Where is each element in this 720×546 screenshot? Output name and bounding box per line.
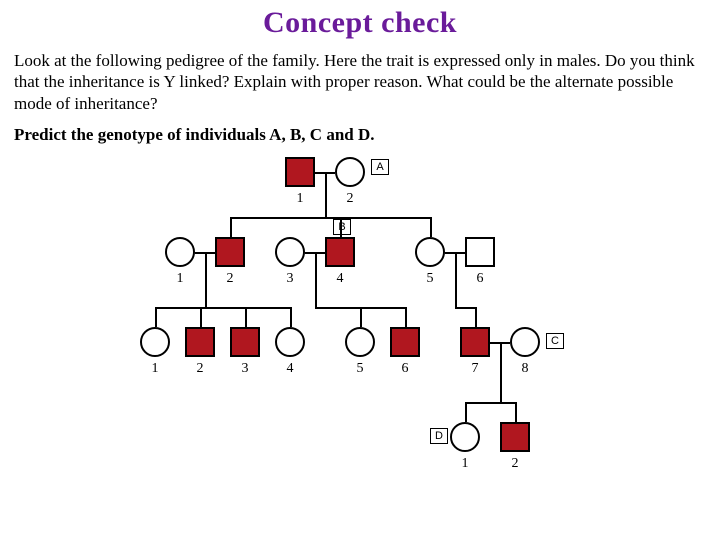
individual-III-7: 7	[460, 327, 490, 357]
individual-number: 6	[465, 271, 495, 287]
label-A: A	[371, 159, 389, 175]
connector-line	[465, 402, 467, 422]
individual-number: 8	[510, 361, 540, 377]
circle-unaffected-icon	[165, 237, 195, 267]
individual-II-4: 4	[325, 237, 355, 267]
individual-number: 2	[185, 361, 215, 377]
square-affected-icon	[230, 327, 260, 357]
individual-I-2: 2	[335, 157, 365, 187]
connector-line	[515, 402, 517, 422]
connector-line	[475, 307, 477, 327]
connector-line	[325, 172, 327, 217]
connector-line	[245, 307, 247, 327]
individual-number: 5	[345, 361, 375, 377]
connector-line	[230, 217, 430, 219]
individual-number: 4	[325, 271, 355, 287]
circle-unaffected-icon	[140, 327, 170, 357]
individual-II-5: 5	[415, 237, 445, 267]
individual-III-4: 4	[275, 327, 305, 357]
circle-unaffected-icon	[450, 422, 480, 452]
square-affected-icon	[500, 422, 530, 452]
square-affected-icon	[185, 327, 215, 357]
individual-II-3: 3	[275, 237, 305, 267]
individual-III-8: 8	[510, 327, 540, 357]
circle-unaffected-icon	[345, 327, 375, 357]
individual-II-1: 1	[165, 237, 195, 267]
connector-line	[230, 217, 232, 237]
individual-number: 3	[275, 271, 305, 287]
connector-line	[405, 307, 407, 327]
connector-line	[455, 307, 475, 309]
individual-III-6: 6	[390, 327, 420, 357]
connector-line	[500, 342, 502, 402]
individual-III-5: 5	[345, 327, 375, 357]
individual-number: 3	[230, 361, 260, 377]
circle-unaffected-icon	[335, 157, 365, 187]
question-paragraph-1: Look at the following pedigree of the fa…	[14, 50, 706, 114]
square-affected-icon	[390, 327, 420, 357]
circle-unaffected-icon	[275, 327, 305, 357]
individual-II-6: 6	[465, 237, 495, 267]
circle-unaffected-icon	[415, 237, 445, 267]
individual-I-1: 1	[285, 157, 315, 187]
individual-III-1: 1	[140, 327, 170, 357]
individual-number: 7	[460, 361, 490, 377]
label-C: C	[546, 333, 564, 349]
square-affected-icon	[460, 327, 490, 357]
connector-line	[430, 217, 432, 237]
connector-line	[360, 307, 362, 327]
individual-IV-1: 1	[450, 422, 480, 452]
square-affected-icon	[325, 237, 355, 267]
individual-number: 5	[415, 271, 445, 287]
connector-line	[290, 307, 292, 327]
connector-line	[200, 307, 202, 327]
circle-unaffected-icon	[510, 327, 540, 357]
individual-number: 6	[390, 361, 420, 377]
connector-line	[455, 252, 457, 307]
page-title: Concept check	[0, 6, 720, 40]
individual-number: 1	[165, 271, 195, 287]
connector-line	[315, 307, 360, 309]
connector-line	[340, 217, 342, 237]
individual-number: 1	[285, 191, 315, 207]
label-B: B	[333, 219, 351, 235]
pedigree-diagram: 12A1234B5612345678C1D2	[140, 157, 580, 487]
connector-line	[155, 307, 157, 327]
square-affected-icon	[285, 157, 315, 187]
individual-number: 2	[335, 191, 365, 207]
square-affected-icon	[215, 237, 245, 267]
connector-line	[155, 307, 290, 309]
label-D: D	[430, 428, 448, 444]
individual-III-3: 3	[230, 327, 260, 357]
individual-number: 1	[140, 361, 170, 377]
individual-number: 4	[275, 361, 305, 377]
individual-IV-2: 2	[500, 422, 530, 452]
square-unaffected-icon	[465, 237, 495, 267]
connector-line	[360, 307, 405, 309]
connector-line	[205, 252, 207, 307]
individual-number: 2	[500, 456, 530, 472]
connector-line	[315, 252, 317, 307]
individual-number: 2	[215, 271, 245, 287]
individual-III-2: 2	[185, 327, 215, 357]
individual-number: 1	[450, 456, 480, 472]
connector-line	[500, 402, 515, 404]
circle-unaffected-icon	[275, 237, 305, 267]
individual-II-2: 2	[215, 237, 245, 267]
question-paragraph-2: Predict the genotype of individuals A, B…	[14, 124, 706, 145]
